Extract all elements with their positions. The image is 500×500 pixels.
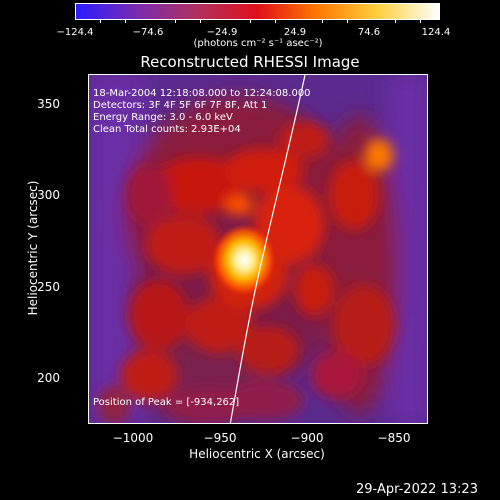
- y-tick-label: 350: [37, 97, 60, 111]
- x-tick-label: −1000: [112, 431, 154, 445]
- emission-peak: [212, 224, 276, 296]
- y-tick-label: 300: [37, 188, 60, 202]
- colorbar-minor-tick: [275, 19, 276, 23]
- colorbar-minor-tick: [250, 19, 251, 23]
- colorbar-tick-label: 24.9: [283, 27, 307, 38]
- info-energy-range: Energy Range: 3.0 - 6.0 keV: [93, 112, 233, 123]
- plot-title: Reconstructed RHESSI Image: [140, 53, 360, 71]
- colorbar-minor-tick: [420, 19, 421, 23]
- plot-timestamp: 29-Apr-2022 13:23: [356, 482, 478, 497]
- y-tick-label: 250: [37, 280, 60, 294]
- info-detectors: Detectors: 3F 4F 5F 6F 7F 8F, Att 1: [93, 100, 268, 111]
- colorbar-tick-label: 74.6: [357, 27, 381, 38]
- y-tick-label: 200: [37, 371, 60, 385]
- colorbar-tick-label: −24.9: [206, 27, 238, 38]
- image-plot: [88, 74, 428, 424]
- colorbar-minor-tick: [347, 19, 348, 23]
- rhessi-image: [89, 75, 427, 423]
- colorbar-tick-label: 124.4: [421, 27, 451, 38]
- colorbar-minor-tick: [200, 19, 201, 23]
- colorbar-tick-label: −124.4: [56, 27, 94, 38]
- colorbar-minor-tick: [395, 19, 396, 23]
- colorbar-minor-tick: [100, 19, 101, 23]
- x-tick-label: −850: [377, 431, 411, 445]
- info-total-counts: Clean Total counts: 2.93E+04: [93, 124, 241, 135]
- x-tick-label: −950: [203, 431, 237, 445]
- x-tick-label: −900: [290, 431, 324, 445]
- solar-limb-line: [229, 75, 306, 423]
- info-peak-position: Position of Peak = [-934,262]: [93, 397, 240, 408]
- info-time-range: 18-Mar-2004 12:18:08.000 to 12:24:08.000: [93, 88, 311, 99]
- colorbar-minor-tick: [125, 19, 126, 23]
- x-axis-label: Heliocentric X (arcsec): [189, 447, 325, 461]
- colorbar-minor-tick: [175, 19, 176, 23]
- colorbar: [75, 3, 440, 20]
- colorbar-units: (photons cm⁻² s⁻¹ asec⁻²): [193, 38, 323, 49]
- colorbar-tick-label: −74.6: [132, 27, 164, 38]
- y-axis-label: Heliocentric Y (arcsec): [26, 180, 40, 316]
- colorbar-minor-tick: [322, 19, 323, 23]
